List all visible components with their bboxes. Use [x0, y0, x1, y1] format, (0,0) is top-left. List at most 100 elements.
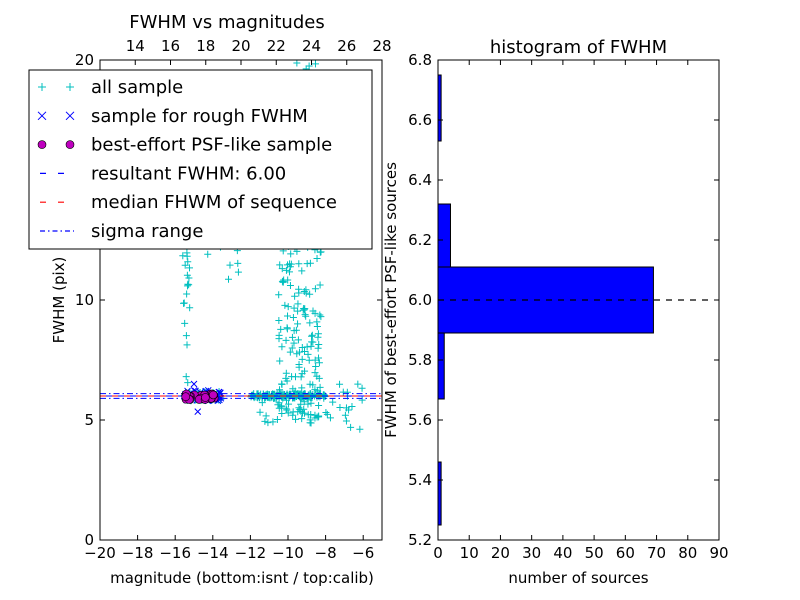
all-sample-point	[284, 261, 292, 269]
all-sample-point	[307, 419, 315, 427]
right-y-tick-label: 6.0	[408, 291, 432, 309]
all-sample-point	[300, 305, 308, 313]
all-sample-point	[294, 307, 302, 315]
all-sample-point	[295, 285, 303, 293]
all-sample-point	[313, 387, 321, 395]
all-sample-point	[336, 404, 344, 412]
all-sample-point	[284, 312, 292, 320]
all-sample-point	[273, 415, 281, 423]
all-sample-point	[348, 402, 356, 410]
all-sample-point	[316, 311, 324, 319]
all-sample-point	[311, 369, 319, 377]
right-y-tick-label: 5.4	[408, 471, 432, 489]
all-sample-point	[339, 388, 347, 396]
right-x-tick-label: 80	[678, 544, 697, 562]
right-x-tick-label: 0	[433, 544, 443, 562]
all-sample-point	[294, 336, 302, 344]
all-sample-point	[264, 419, 272, 427]
all-sample-point	[280, 276, 288, 284]
all-sample-point	[313, 255, 321, 263]
all-sample-point	[336, 380, 344, 388]
left-x-tick-label: −20	[84, 544, 116, 562]
all-sample-point	[299, 409, 307, 417]
psf-like-point	[201, 393, 210, 402]
left-y-tick-label: 5	[84, 411, 94, 429]
all-sample-point	[307, 399, 315, 407]
all-sample-point	[317, 313, 325, 321]
right-x-tick-label: 10	[460, 544, 479, 562]
left-x-tick-label: −8	[315, 544, 337, 562]
all-sample-point	[300, 288, 308, 296]
all-sample-point	[255, 394, 263, 402]
legend-circle-marker	[65, 140, 75, 149]
all-sample-point	[306, 380, 314, 388]
legend: all sample sample for rough FWHM best-effo…	[28, 69, 373, 250]
left-x-tick-label: −6	[352, 544, 374, 562]
all-sample-point	[282, 336, 290, 344]
all-sample-point	[293, 60, 301, 67]
all-sample-point	[181, 319, 189, 327]
all-sample-point	[302, 289, 310, 297]
all-sample-point	[302, 312, 310, 320]
all-sample-point	[356, 425, 364, 433]
rough-sample-point	[216, 389, 224, 397]
all-sample-point	[308, 331, 316, 339]
all-sample-point	[184, 379, 192, 387]
all-sample-point	[225, 275, 233, 283]
left-y-tick-label: 0	[84, 531, 94, 549]
all-sample-point	[183, 282, 191, 290]
legend-entry-label: best-effort PSF-like sample	[91, 135, 332, 156]
all-sample-point	[311, 414, 319, 422]
all-sample-point	[288, 373, 296, 381]
psf-like-sample-points	[181, 389, 219, 404]
all-sample-point	[315, 359, 323, 367]
left-top-x-tick-label: 26	[337, 37, 356, 55]
all-sample-point	[313, 323, 321, 331]
all-sample-point	[315, 412, 323, 420]
all-sample-point	[278, 403, 286, 411]
all-sample-point	[312, 362, 320, 370]
all-sample-point	[306, 290, 314, 298]
all-sample-point	[298, 355, 306, 363]
all-sample-point	[297, 400, 305, 408]
all-sample-point	[275, 331, 283, 339]
all-sample-point	[185, 281, 193, 289]
left-top-x-tick-label: 24	[302, 37, 321, 55]
left-x-tick-label: −18	[122, 544, 154, 562]
all-sample-point	[183, 341, 191, 349]
histogram-bar	[437, 203, 451, 268]
all-sample-point	[306, 393, 314, 401]
legend-circle-marker	[37, 140, 47, 149]
all-sample-point	[256, 408, 264, 416]
left-y-tick-label: 20	[75, 51, 94, 69]
all-sample-point	[354, 380, 362, 388]
all-sample-point	[285, 400, 293, 408]
legend-entry-label: sample for rough FWHM	[91, 106, 308, 127]
legend-x-marker	[65, 111, 75, 121]
all-sample-point	[315, 402, 323, 410]
all-sample-point	[303, 343, 311, 351]
all-sample-point	[287, 250, 295, 258]
all-sample-point	[258, 399, 266, 407]
all-sample-point	[286, 281, 294, 289]
all-sample-point	[315, 354, 323, 362]
left-top-x-tick-label: 20	[231, 37, 250, 55]
all-sample-point	[278, 343, 286, 351]
legend-box	[28, 69, 373, 250]
all-sample-point	[234, 259, 242, 267]
all-sample-point	[314, 344, 322, 352]
all-sample-point	[298, 415, 306, 423]
all-sample-point	[183, 290, 191, 298]
all-sample-point	[320, 391, 328, 399]
all-sample-point	[341, 411, 349, 419]
all-sample-point	[304, 411, 312, 419]
all-sample-point	[186, 304, 194, 312]
all-sample-point	[276, 386, 284, 394]
all-sample-point	[292, 326, 300, 334]
all-sample-point	[249, 391, 257, 399]
all-sample-point	[358, 384, 366, 392]
all-sample-point	[275, 291, 283, 299]
left-y-tick-label: 10	[75, 291, 94, 309]
all-sample-point	[276, 261, 284, 269]
